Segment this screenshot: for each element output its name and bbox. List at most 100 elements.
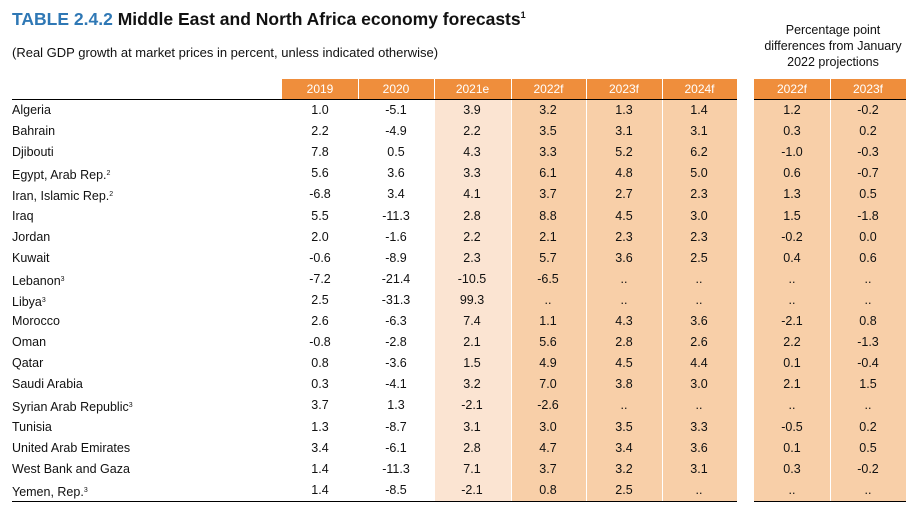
growth-value: 3.0 — [690, 208, 708, 223]
column-header-2023f: 2023f — [608, 82, 640, 96]
growth-value: 3.3 — [463, 166, 481, 181]
country-label: Djibouti — [12, 145, 54, 160]
growth-value: .. — [544, 292, 552, 307]
table-row: Jordan 2.0 -1.6 2.2 2.1 2.3 2.3 -0.2 0.0 — [0, 227, 920, 248]
country-name: Iran, Islamic Rep.2 — [12, 184, 113, 207]
growth-value: 1.3 — [387, 398, 405, 413]
growth-value: 2.6 — [311, 314, 329, 328]
pp-difference-value: .. — [788, 398, 796, 413]
pp-bottom-rule — [754, 501, 906, 502]
country-name: Saudi Arabia — [12, 374, 83, 395]
country-label: Libya — [12, 294, 42, 309]
table-row: Saudi Arabia 0.3 -4.1 3.2 7.0 3.8 3.0 2.1 1.5 — [0, 374, 920, 395]
country-label: Qatar — [12, 356, 44, 371]
growth-value: 4.3 — [463, 145, 481, 160]
table-row: Syrian Arab Republic3 3.7 1.3 -2.1 -2.6.....… — [0, 395, 920, 416]
growth-value: 4.5 — [615, 356, 633, 371]
growth-value: 5.6 — [311, 166, 329, 181]
growth-value: .. — [695, 292, 703, 307]
table-row: Bahrain 2.2 -4.9 2.2 3.5 3.1 3.1 0.3 0.2 — [0, 121, 920, 142]
country-label: Lebanon — [12, 273, 61, 288]
pp-difference-value: 1.2 — [783, 103, 801, 117]
table-row: Morocco 2.6 -6.3 7.4 1.1 4.3 3.6 -2.1 0.8 — [0, 311, 920, 332]
growth-value: -8.5 — [385, 482, 407, 497]
growth-value: 2.8 — [463, 440, 481, 455]
growth-value: 2.3 — [615, 229, 633, 244]
column-divider — [358, 79, 359, 501]
growth-value: -5.1 — [385, 103, 407, 117]
country-name: Kuwait — [12, 248, 50, 269]
growth-value: 3.3 — [539, 145, 557, 160]
pp-difference-value: 0.4 — [783, 250, 801, 265]
table-row: West Bank and Gaza 1.4 -11.3 7.1 3.7 3.2 3.1 0.… — [0, 459, 920, 480]
pp-header-line: 2022 projections — [787, 55, 879, 69]
growth-value: 2.8 — [615, 335, 633, 350]
pp-difference-value: -0.3 — [857, 145, 879, 160]
country-label: Iran, Islamic Rep. — [12, 189, 110, 204]
growth-value: 1.3 — [615, 103, 633, 117]
table-subtitle: (Real GDP growth at market prices in per… — [12, 45, 439, 60]
growth-value: 3.1 — [615, 124, 633, 139]
column-divider — [662, 79, 663, 501]
country-label: Jordan — [12, 229, 51, 244]
pp-difference-value: 0.5 — [859, 187, 877, 202]
country-label: Oman — [12, 335, 47, 350]
table-row: Oman -0.8 -2.8 2.1 5.6 2.8 2.6 2.2 -1.3 — [0, 332, 920, 353]
bottom-rule — [12, 501, 737, 502]
country-footnote: 3 — [60, 275, 65, 283]
country-name: Tunisia — [12, 417, 52, 438]
growth-value: 3.4 — [311, 440, 329, 455]
column-header-2024f: 2024f — [684, 82, 715, 96]
growth-value: 3.4 — [615, 440, 633, 455]
table-row: Yemen, Rep.3 1.4 -8.5 -2.1 0.8 2.5...... — [0, 480, 920, 501]
growth-value: 3.0 — [690, 377, 708, 392]
country-name: Oman — [12, 332, 46, 353]
pp-difference-value: 0.2 — [859, 124, 877, 139]
pp-header-line: differences from January — [764, 39, 902, 53]
pp-difference-value: 0.1 — [783, 356, 801, 371]
growth-value: 6.2 — [690, 145, 708, 160]
growth-value: 3.2 — [615, 461, 633, 476]
country-name: West Bank and Gaza — [12, 459, 130, 480]
growth-value: 7.1 — [463, 461, 481, 476]
growth-value: 3.0 — [539, 419, 557, 434]
pp-difference-value: -1.0 — [781, 145, 803, 160]
growth-value: 3.4 — [387, 187, 405, 202]
pp-difference-value: 2.1 — [783, 377, 801, 392]
table-number: TABLE 2.4.2 — [12, 9, 113, 29]
growth-value: 3.6 — [690, 440, 708, 455]
growth-value: -4.1 — [385, 377, 407, 392]
growth-value: 2.5 — [311, 292, 329, 307]
pp-difference-value: -0.7 — [857, 166, 879, 181]
column-header-2022f: 2022f — [533, 82, 564, 96]
pp-difference-value: -0.4 — [857, 356, 879, 371]
pp-header-line: Percentage point — [785, 23, 881, 37]
pp-difference-value: -2.1 — [781, 314, 803, 328]
growth-value: 4.3 — [615, 314, 633, 328]
growth-value: 1.0 — [311, 103, 329, 117]
growth-value: 6.1 — [539, 166, 557, 181]
pp-column-header-2023f: 2023f — [852, 82, 884, 96]
table-title-text: Middle East and North Africa economy for… — [117, 9, 521, 29]
country-name: Yemen, Rep.3 — [12, 480, 88, 503]
growth-value: 3.6 — [387, 166, 405, 181]
country-name: Jordan — [12, 227, 50, 248]
growth-value: -11.3 — [382, 461, 410, 476]
country-label: Saudi Arabia — [12, 377, 83, 392]
table-row: Tunisia 1.3 -8.7 3.1 3.0 3.5 3.3 -0.5 0.2 — [0, 417, 920, 438]
growth-value: 1.3 — [311, 419, 329, 434]
country-name: Morocco — [12, 311, 60, 332]
growth-value: -10.5 — [457, 271, 487, 286]
growth-value: 0.3 — [311, 377, 329, 392]
growth-value: 5.5 — [311, 208, 329, 223]
country-footnote: 2 — [109, 191, 114, 199]
growth-value: .. — [620, 398, 628, 413]
pp-difference-value: 1.5 — [783, 208, 801, 223]
country-name: Libya3 — [12, 290, 46, 313]
growth-value: 5.2 — [615, 145, 633, 160]
pp-difference-value: -0.2 — [857, 103, 879, 117]
growth-value: 3.7 — [539, 461, 557, 476]
column-header-2019: 2019 — [306, 82, 334, 96]
pp-difference-value: .. — [788, 271, 796, 286]
country-name: Egypt, Arab Rep.2 — [12, 163, 110, 186]
